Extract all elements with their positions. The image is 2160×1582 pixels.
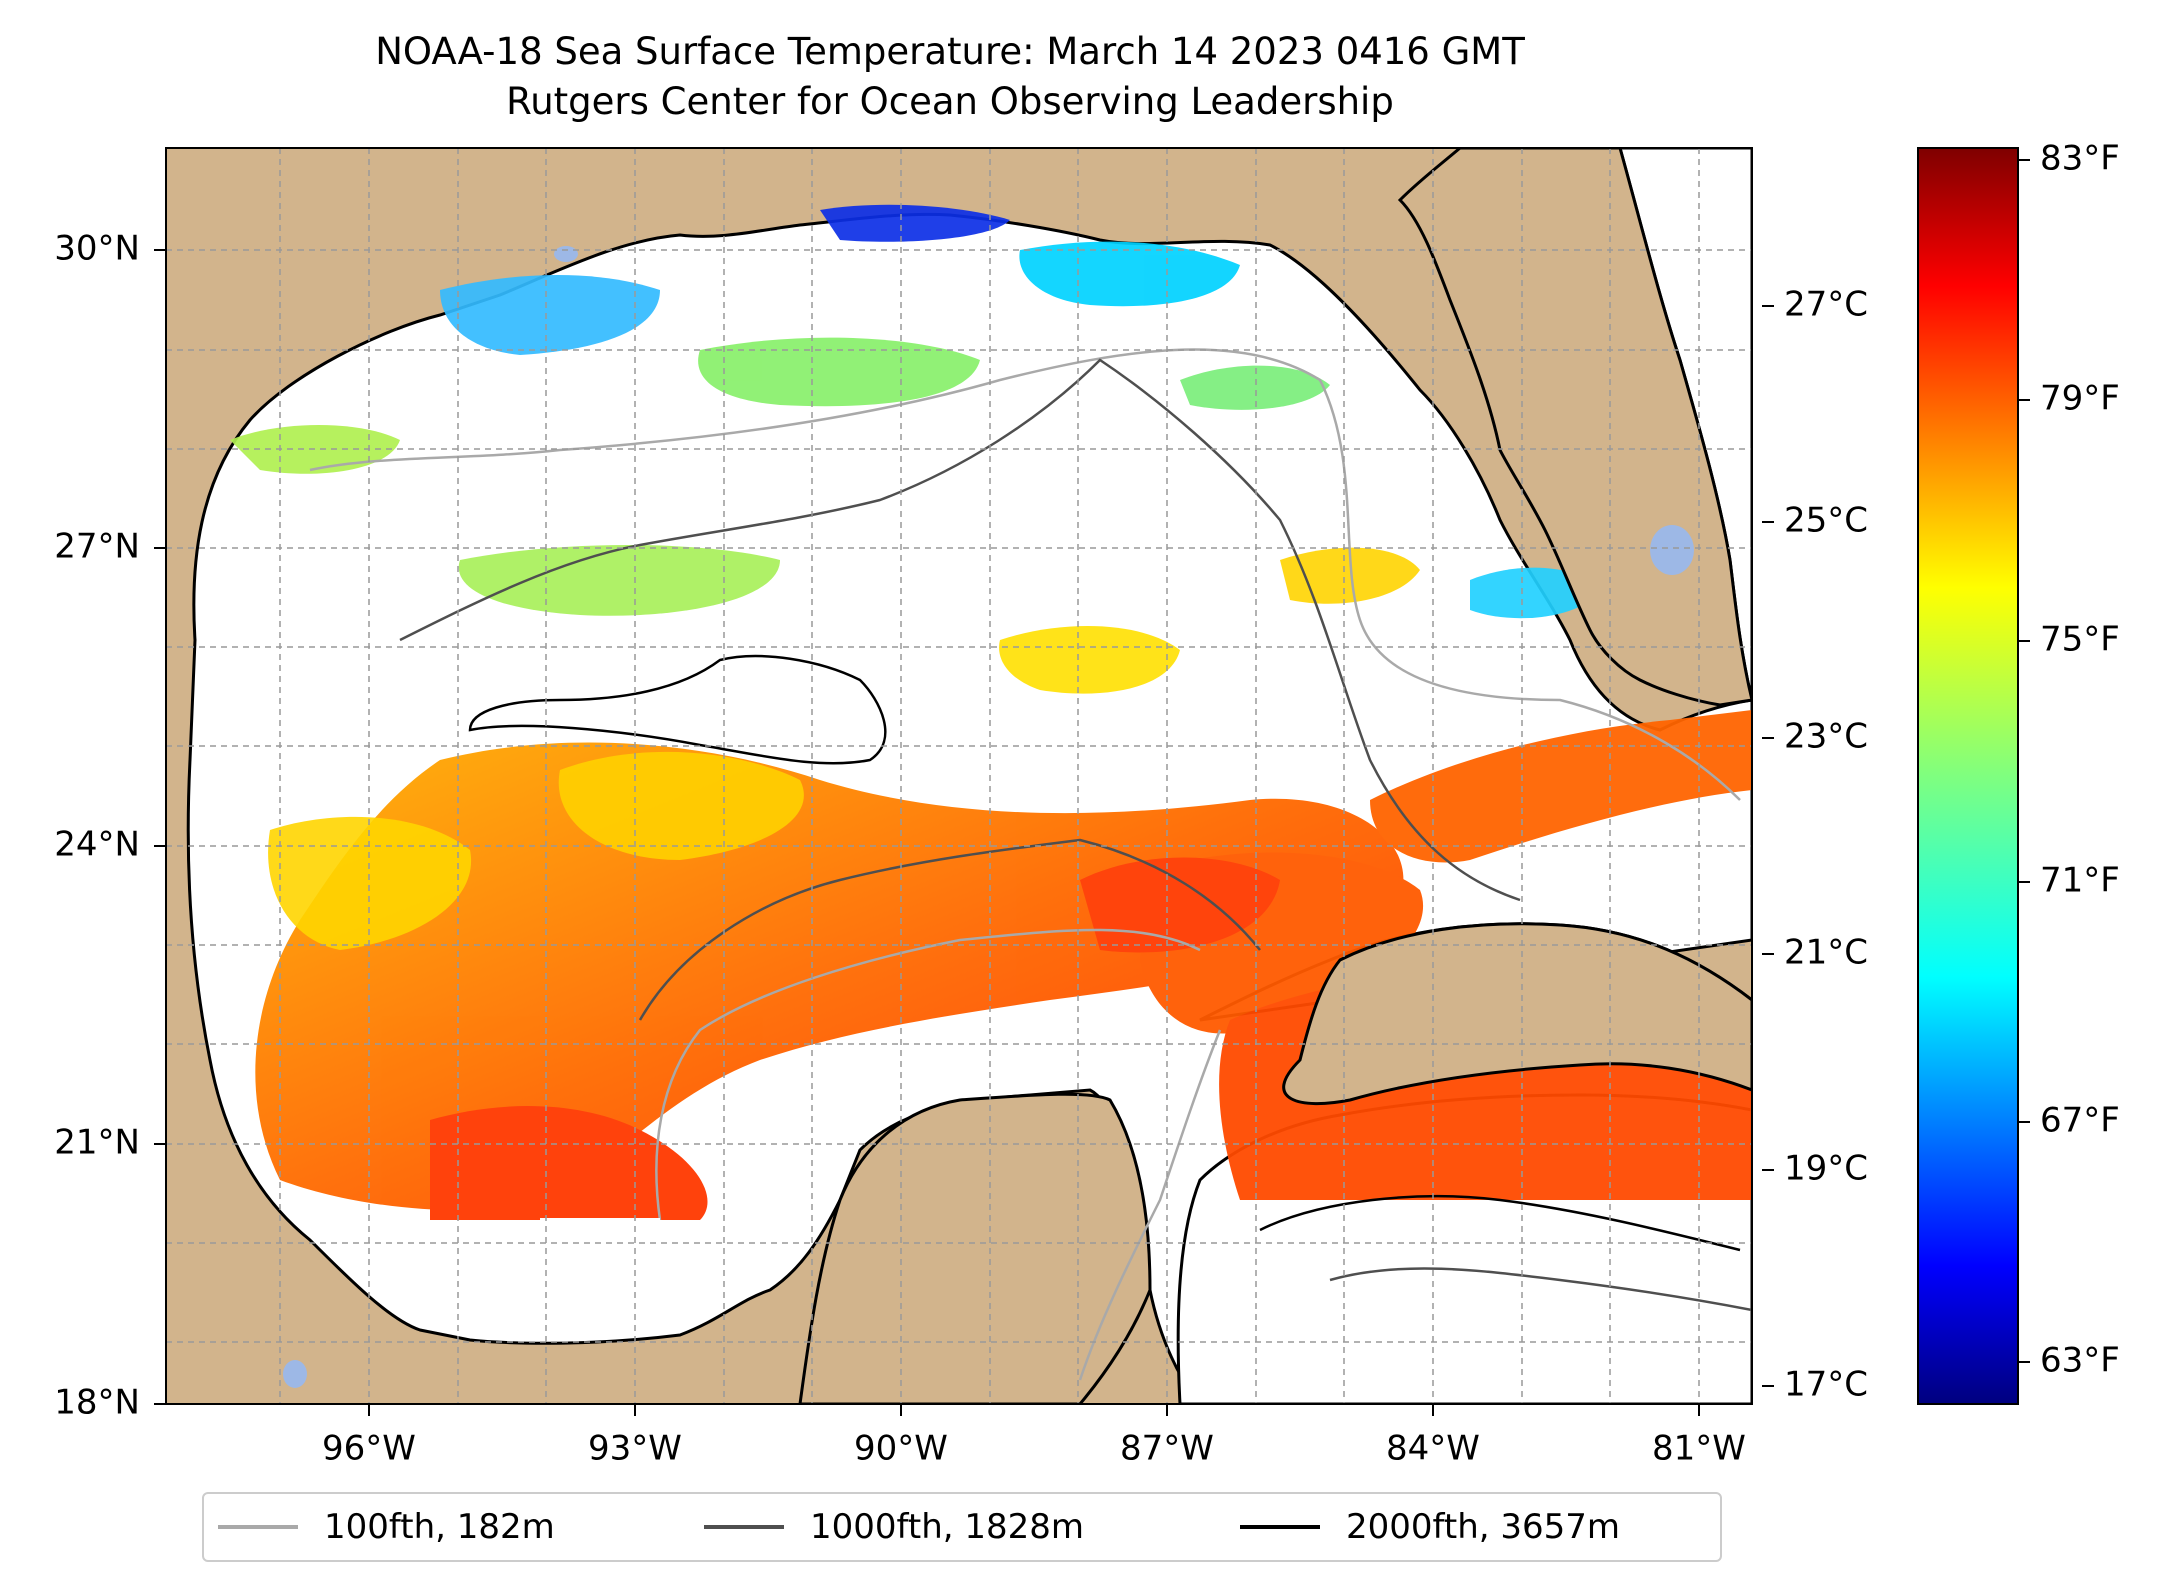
lon-tick-label: 96°W — [322, 1429, 416, 1469]
lat-tick-label: 30°N — [54, 229, 140, 269]
cuba — [1282, 922, 1752, 1106]
map-area — [166, 148, 1752, 1404]
map-subtitle: Rutgers Center for Ocean Observing Leade… — [506, 80, 1394, 123]
legend-label: 1000fth, 1828m — [810, 1507, 1085, 1547]
lake-okeechobee — [1650, 525, 1694, 575]
longitude-axis: 96°W 93°W 90°W 87°W 84°W 81°W — [322, 1404, 1746, 1469]
celsius-tick-label: 23°C — [1784, 717, 1868, 757]
fahrenheit-tick-label: 75°F — [2040, 620, 2120, 660]
fahrenheit-tick-label: 71°F — [2040, 861, 2120, 901]
celsius-tick-label: 21°C — [1784, 933, 1868, 973]
lat-tick-label: 21°N — [54, 1123, 140, 1163]
sst-mild-fields — [268, 547, 1420, 950]
lon-tick-label: 81°W — [1652, 1429, 1746, 1469]
legend-label: 2000fth, 3657m — [1346, 1507, 1621, 1547]
legend: 100fth, 182m 1000fth, 1828m 2000fth, 365… — [202, 1492, 1722, 1562]
lon-tick-label: 84°W — [1386, 1429, 1480, 1469]
fahrenheit-tick-label: 67°F — [2040, 1101, 2120, 1141]
lon-tick-label: 87°W — [1120, 1429, 1214, 1469]
lon-tick-label: 93°W — [588, 1429, 682, 1469]
lon-tick-label: 90°W — [854, 1429, 948, 1469]
legend-label: 100fth, 182m — [324, 1507, 555, 1547]
celsius-tick-label: 27°C — [1784, 285, 1868, 325]
legend-swatch — [704, 1525, 784, 1529]
fahrenheit-tick-label: 63°F — [2040, 1341, 2120, 1381]
celsius-tick-label: 19°C — [1784, 1149, 1868, 1189]
celsius-tick-label: 17°C — [1784, 1365, 1868, 1405]
map-title: NOAA-18 Sea Surface Temperature: March 1… — [375, 30, 1525, 73]
colorbar — [1917, 147, 2019, 1405]
legend-item-2000fth: 2000fth, 3657m — [1240, 1494, 1620, 1560]
no-data-band — [540, 1218, 660, 1278]
lat-tick-label: 18°N — [54, 1383, 140, 1423]
lake — [554, 246, 578, 262]
map-frame — [165, 147, 1753, 1405]
gridlines — [166, 148, 1752, 1404]
colorbar-celsius-labels: 27°C 25°C 23°C 21°C 19°C 17°C — [1762, 285, 1868, 1405]
lat-tick-label: 24°N — [54, 825, 140, 865]
latitude-axis: 30°N 27°N 24°N 21°N 18°N — [54, 229, 166, 1423]
celsius-tick-label: 25°C — [1784, 501, 1868, 541]
yucatan — [798, 1092, 1152, 1404]
fahrenheit-tick-label: 79°F — [2040, 379, 2120, 419]
legend-swatch — [218, 1525, 298, 1529]
lat-tick-label: 27°N — [54, 527, 140, 567]
legend-item-1000fth: 1000fth, 1828m — [704, 1494, 1084, 1560]
legend-item-100fth: 100fth, 182m — [218, 1494, 555, 1560]
fahrenheit-tick-label: 83°F — [2040, 139, 2120, 179]
colorbar-fahrenheit-labels: 83°F 79°F 75°F 71°F 67°F 63°F — [2018, 139, 2120, 1381]
lake — [283, 1360, 307, 1388]
legend-swatch — [1240, 1525, 1320, 1529]
